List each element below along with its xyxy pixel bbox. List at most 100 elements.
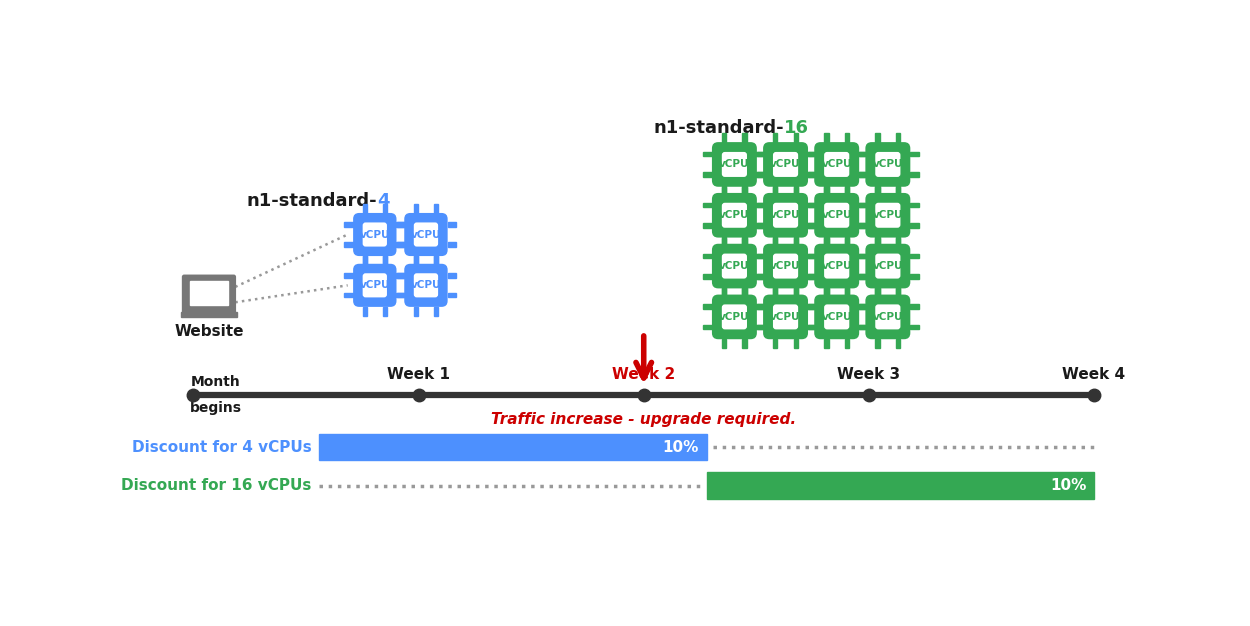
Bar — [910, 325, 919, 329]
Text: vCPU: vCPU — [411, 230, 441, 240]
FancyBboxPatch shape — [712, 193, 757, 238]
FancyBboxPatch shape — [762, 244, 808, 289]
Text: 10%: 10% — [1050, 478, 1086, 493]
Text: Week 1: Week 1 — [388, 367, 450, 382]
Bar — [396, 242, 405, 247]
Bar — [721, 289, 726, 297]
Bar — [721, 187, 726, 196]
Bar — [805, 223, 814, 228]
Bar — [396, 274, 405, 277]
Text: Traffic increase - upgrade required.: Traffic increase - upgrade required. — [491, 412, 796, 426]
FancyBboxPatch shape — [721, 304, 748, 329]
FancyBboxPatch shape — [865, 142, 910, 187]
Text: vCPU: vCPU — [719, 160, 750, 170]
Bar — [896, 289, 900, 297]
Text: vCPU: vCPU — [360, 230, 390, 240]
Bar — [414, 307, 419, 316]
FancyBboxPatch shape — [362, 274, 388, 297]
Text: Week 2: Week 2 — [612, 367, 675, 382]
Bar — [703, 254, 712, 258]
FancyBboxPatch shape — [824, 304, 849, 329]
Bar — [805, 203, 814, 207]
Bar — [808, 173, 818, 177]
Bar — [448, 274, 456, 277]
Text: Month: Month — [190, 374, 240, 389]
Text: vCPU: vCPU — [719, 210, 750, 220]
Bar — [742, 339, 748, 348]
Bar — [703, 304, 712, 309]
FancyBboxPatch shape — [414, 222, 437, 247]
Bar — [896, 238, 900, 247]
Bar — [742, 285, 748, 295]
Bar — [448, 242, 456, 247]
Bar — [703, 152, 712, 156]
Bar — [448, 293, 456, 297]
Bar — [794, 238, 799, 247]
Bar — [824, 339, 829, 348]
FancyBboxPatch shape — [352, 264, 396, 307]
Bar — [772, 339, 778, 348]
Text: vCPU: vCPU — [821, 261, 852, 271]
Bar — [896, 235, 900, 244]
Bar — [772, 133, 778, 142]
Bar — [703, 173, 712, 177]
Bar — [824, 235, 829, 244]
Bar — [808, 254, 818, 258]
Bar — [345, 222, 352, 227]
FancyBboxPatch shape — [772, 203, 799, 228]
Bar — [758, 274, 766, 279]
Bar — [754, 152, 762, 156]
Bar — [448, 222, 456, 227]
Bar — [742, 187, 748, 196]
Text: n1-standard-: n1-standard- — [246, 192, 378, 210]
FancyBboxPatch shape — [814, 142, 859, 187]
FancyBboxPatch shape — [721, 152, 748, 177]
FancyBboxPatch shape — [865, 295, 910, 339]
Bar — [845, 133, 849, 142]
Bar — [742, 184, 748, 193]
FancyBboxPatch shape — [721, 203, 748, 228]
Bar — [721, 235, 726, 244]
Bar — [875, 285, 880, 295]
Bar — [824, 285, 829, 295]
Text: 16: 16 — [784, 119, 809, 137]
Bar — [805, 304, 814, 309]
Bar — [794, 184, 799, 193]
Bar — [875, 238, 880, 247]
Bar — [703, 325, 712, 329]
Bar — [896, 339, 900, 348]
Bar — [856, 173, 865, 177]
Bar — [824, 187, 829, 196]
Bar — [754, 325, 762, 329]
Bar — [896, 184, 900, 193]
Bar — [758, 223, 766, 228]
Bar — [703, 203, 712, 207]
Bar — [794, 285, 799, 295]
Bar — [395, 242, 404, 247]
Bar — [856, 203, 865, 207]
Bar — [754, 254, 762, 258]
FancyBboxPatch shape — [814, 193, 859, 238]
Text: vCPU: vCPU — [872, 312, 902, 322]
Bar — [721, 184, 726, 193]
Text: Week 3: Week 3 — [838, 367, 900, 382]
Bar — [772, 289, 778, 297]
Bar — [805, 325, 814, 329]
Bar — [758, 325, 766, 329]
Bar — [859, 254, 869, 258]
FancyBboxPatch shape — [404, 213, 448, 256]
Bar — [856, 223, 865, 228]
FancyBboxPatch shape — [772, 254, 799, 279]
Bar — [758, 152, 766, 156]
Bar — [742, 133, 748, 142]
Text: Discount for 16 vCPUs: Discount for 16 vCPUs — [121, 478, 311, 493]
Bar — [794, 235, 799, 244]
FancyBboxPatch shape — [772, 304, 799, 329]
Text: vCPU: vCPU — [770, 210, 801, 220]
Text: vCPU: vCPU — [770, 312, 801, 322]
Bar — [703, 223, 712, 228]
Bar — [395, 222, 404, 227]
Bar — [414, 204, 419, 213]
FancyBboxPatch shape — [875, 152, 900, 177]
Text: vCPU: vCPU — [719, 312, 750, 322]
